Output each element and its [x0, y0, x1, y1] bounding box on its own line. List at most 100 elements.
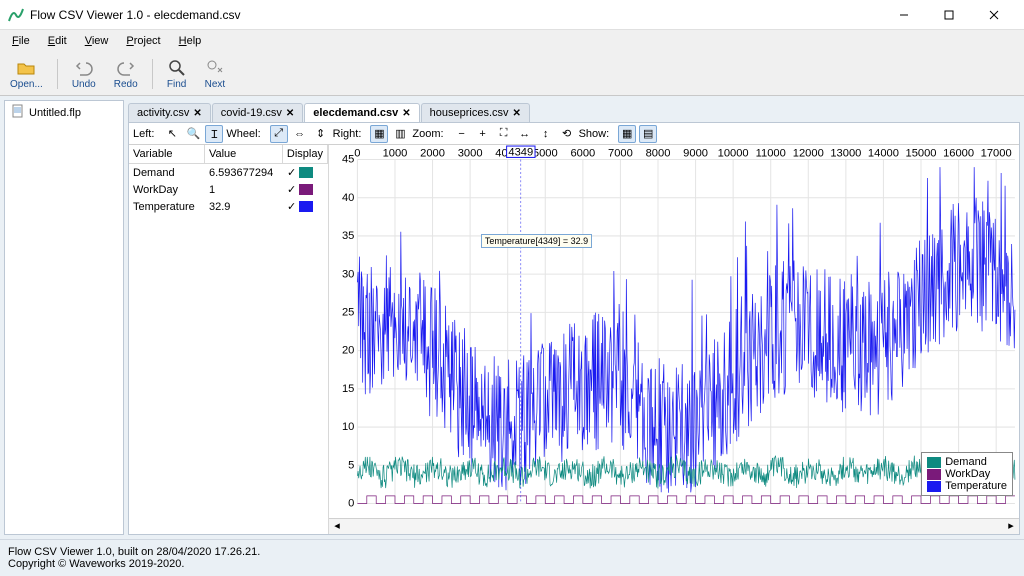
svg-text:0: 0 [354, 147, 360, 159]
toolbar: Open... Undo Redo Find Next [0, 52, 1024, 96]
svg-text:3000: 3000 [458, 147, 483, 159]
close-button[interactable] [971, 1, 1016, 29]
col-variable: Variable [129, 145, 205, 163]
tab-elecdemand-csv[interactable]: elecdemand.csv ✕ [304, 103, 419, 122]
legend-swatch [927, 481, 941, 492]
var-name: Demand [133, 167, 209, 179]
menu-project[interactable]: Project [118, 33, 168, 49]
tab-close-icon[interactable]: ✕ [286, 108, 294, 119]
svg-text:4349: 4349 [508, 146, 533, 158]
svg-text:45: 45 [342, 154, 354, 166]
minimize-button[interactable] [881, 1, 926, 29]
tab-activity-csv[interactable]: activity.csv✕ [128, 103, 211, 122]
legend-row: Demand [927, 456, 1007, 468]
zoom-reset-icon[interactable]: ⟲ [558, 125, 576, 143]
legend-label: WorkDay [945, 468, 990, 480]
text-cursor-icon[interactable]: Ｉ [205, 125, 223, 143]
undo-button[interactable]: Undo [68, 56, 100, 92]
check-icon: ✓ [287, 166, 296, 179]
find-button[interactable]: Find [163, 56, 191, 92]
svg-text:10: 10 [342, 421, 354, 433]
zoom-y-icon[interactable]: ↕ [537, 125, 555, 143]
var-value: 6.593677294 [209, 167, 287, 179]
color-swatch[interactable] [299, 184, 313, 195]
menubar: File Edit View Project Help [0, 30, 1024, 52]
data-tooltip: Temperature[4349] = 32.9 [481, 234, 592, 248]
variable-row[interactable]: WorkDay1✓ [129, 181, 328, 198]
maximize-button[interactable] [926, 1, 971, 29]
col-display: Display [283, 145, 328, 163]
legend-row: Temperature [927, 480, 1007, 492]
legend-label: Demand [945, 456, 987, 468]
svg-text:9000: 9000 [683, 147, 708, 159]
zoom-fit-icon[interactable]: ⛶ [495, 125, 513, 143]
tab-close-icon[interactable]: ✕ [402, 108, 410, 119]
svg-text:25: 25 [342, 306, 354, 318]
svg-text:14000: 14000 [868, 147, 899, 159]
svg-text:6000: 6000 [570, 147, 595, 159]
open-button[interactable]: Open... [6, 56, 47, 92]
wheel-scroll-icon[interactable]: ⇔ [291, 125, 309, 143]
chart-area[interactable]: 0100020003000400050006000700080009000100… [329, 145, 1019, 518]
horizontal-scrollbar[interactable]: ◂ ▸ [329, 518, 1019, 534]
footer-line1: Flow CSV Viewer 1.0, built on 28/04/2020… [8, 546, 1016, 558]
svg-text:7000: 7000 [608, 147, 633, 159]
zoom-out-icon[interactable]: − [453, 125, 471, 143]
tab-close-icon[interactable]: ✕ [193, 108, 201, 119]
zoom-x-icon[interactable]: ↔ [516, 125, 534, 143]
right-tool-icon[interactable]: ▦ [370, 125, 388, 143]
next-button[interactable]: Next [201, 56, 230, 92]
menu-view[interactable]: View [77, 33, 117, 49]
legend-row: WorkDay [927, 468, 1007, 480]
menu-help[interactable]: Help [171, 33, 210, 49]
titlebar: Flow CSV Viewer 1.0 - elecdemand.csv [0, 0, 1024, 30]
footer-line2: Copyright © Waveworks 2019-2020. [8, 558, 1016, 570]
undo-icon [74, 58, 94, 78]
tab-label: covid-19.csv [221, 107, 282, 119]
app-icon [8, 7, 24, 23]
tab-covid-19-csv[interactable]: covid-19.csv ✕ [212, 103, 304, 122]
wheel-zoom-icon[interactable]: ⤢ [270, 125, 288, 143]
var-value: 1 [209, 184, 287, 196]
svg-text:15: 15 [342, 383, 354, 395]
show-label: Show: [579, 128, 610, 140]
file-icon [11, 104, 25, 121]
svg-text:30: 30 [342, 268, 354, 280]
svg-text:15000: 15000 [906, 147, 937, 159]
col-value: Value [205, 145, 283, 163]
zoom-tool-icon[interactable]: 🔍 [184, 125, 202, 143]
check-icon: ✓ [287, 183, 296, 196]
color-swatch[interactable] [299, 201, 313, 212]
legend: DemandWorkDayTemperature [921, 452, 1013, 496]
right-tool2-icon[interactable]: ▥ [391, 125, 409, 143]
project-sidebar: Untitled.flp [4, 100, 124, 535]
color-swatch[interactable] [299, 167, 313, 178]
redo-icon [116, 58, 136, 78]
var-value: 32.9 [209, 201, 287, 213]
show-legend-icon[interactable]: ▤ [639, 125, 657, 143]
cursor-arrow-icon[interactable]: ↖ [163, 125, 181, 143]
variable-panel: Variable Value Display Demand6.593677294… [129, 145, 329, 534]
check-icon: ✓ [287, 200, 296, 213]
tab-strip: activity.csv✕covid-19.csv✕elecdemand.csv… [128, 100, 1020, 122]
sidebar-file[interactable]: Untitled.flp [5, 101, 123, 124]
wheel-v-icon[interactable]: ⇕ [312, 125, 330, 143]
menu-file[interactable]: File [4, 33, 38, 49]
tab-houseprices-csv[interactable]: houseprices.csv✕ [421, 103, 530, 122]
right-label: Right: [333, 128, 362, 140]
svg-text:12000: 12000 [793, 147, 824, 159]
find-icon [167, 58, 187, 78]
zoom-in-icon[interactable]: + [474, 125, 492, 143]
variable-row[interactable]: Demand6.593677294✓ [129, 164, 328, 181]
svg-text:8000: 8000 [646, 147, 671, 159]
svg-text:11000: 11000 [756, 147, 786, 159]
var-name: WorkDay [133, 184, 209, 196]
svg-text:40: 40 [342, 192, 354, 204]
svg-text:35: 35 [342, 230, 354, 242]
menu-edit[interactable]: Edit [40, 33, 75, 49]
variable-row[interactable]: Temperature32.9✓ [129, 198, 328, 215]
tab-close-icon[interactable]: ✕ [513, 108, 521, 119]
show-grid-icon[interactable]: ▦ [618, 125, 636, 143]
redo-button[interactable]: Redo [110, 56, 142, 92]
tab-label: elecdemand.csv [313, 107, 398, 119]
